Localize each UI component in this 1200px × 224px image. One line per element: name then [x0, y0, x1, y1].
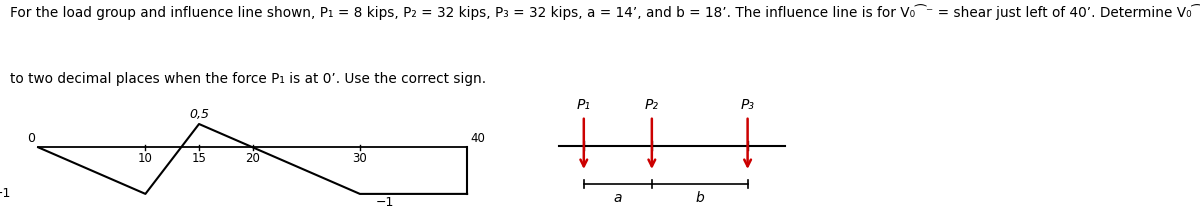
Text: 40: 40 — [470, 132, 485, 145]
Text: For the load group and influence line shown, P₁ = 8 kips, P₂ = 32 kips, P₃ = 32 : For the load group and influence line sh… — [10, 4, 1200, 20]
Text: 20: 20 — [245, 152, 260, 165]
Text: 10: 10 — [138, 152, 152, 165]
Text: −1: −1 — [0, 187, 11, 200]
Text: P₁: P₁ — [577, 98, 590, 112]
Text: −1: −1 — [376, 196, 395, 209]
Text: 30: 30 — [353, 152, 367, 165]
Text: to two decimal places when the force P₁ is at 0’. Use the correct sign.: to two decimal places when the force P₁ … — [10, 72, 486, 86]
Text: b: b — [695, 191, 704, 205]
Text: P₃: P₃ — [740, 98, 755, 112]
Text: 15: 15 — [192, 152, 206, 165]
Text: a: a — [613, 191, 622, 205]
Text: 0: 0 — [26, 132, 35, 145]
Text: P₂: P₂ — [644, 98, 659, 112]
Text: 0,5: 0,5 — [190, 108, 209, 121]
